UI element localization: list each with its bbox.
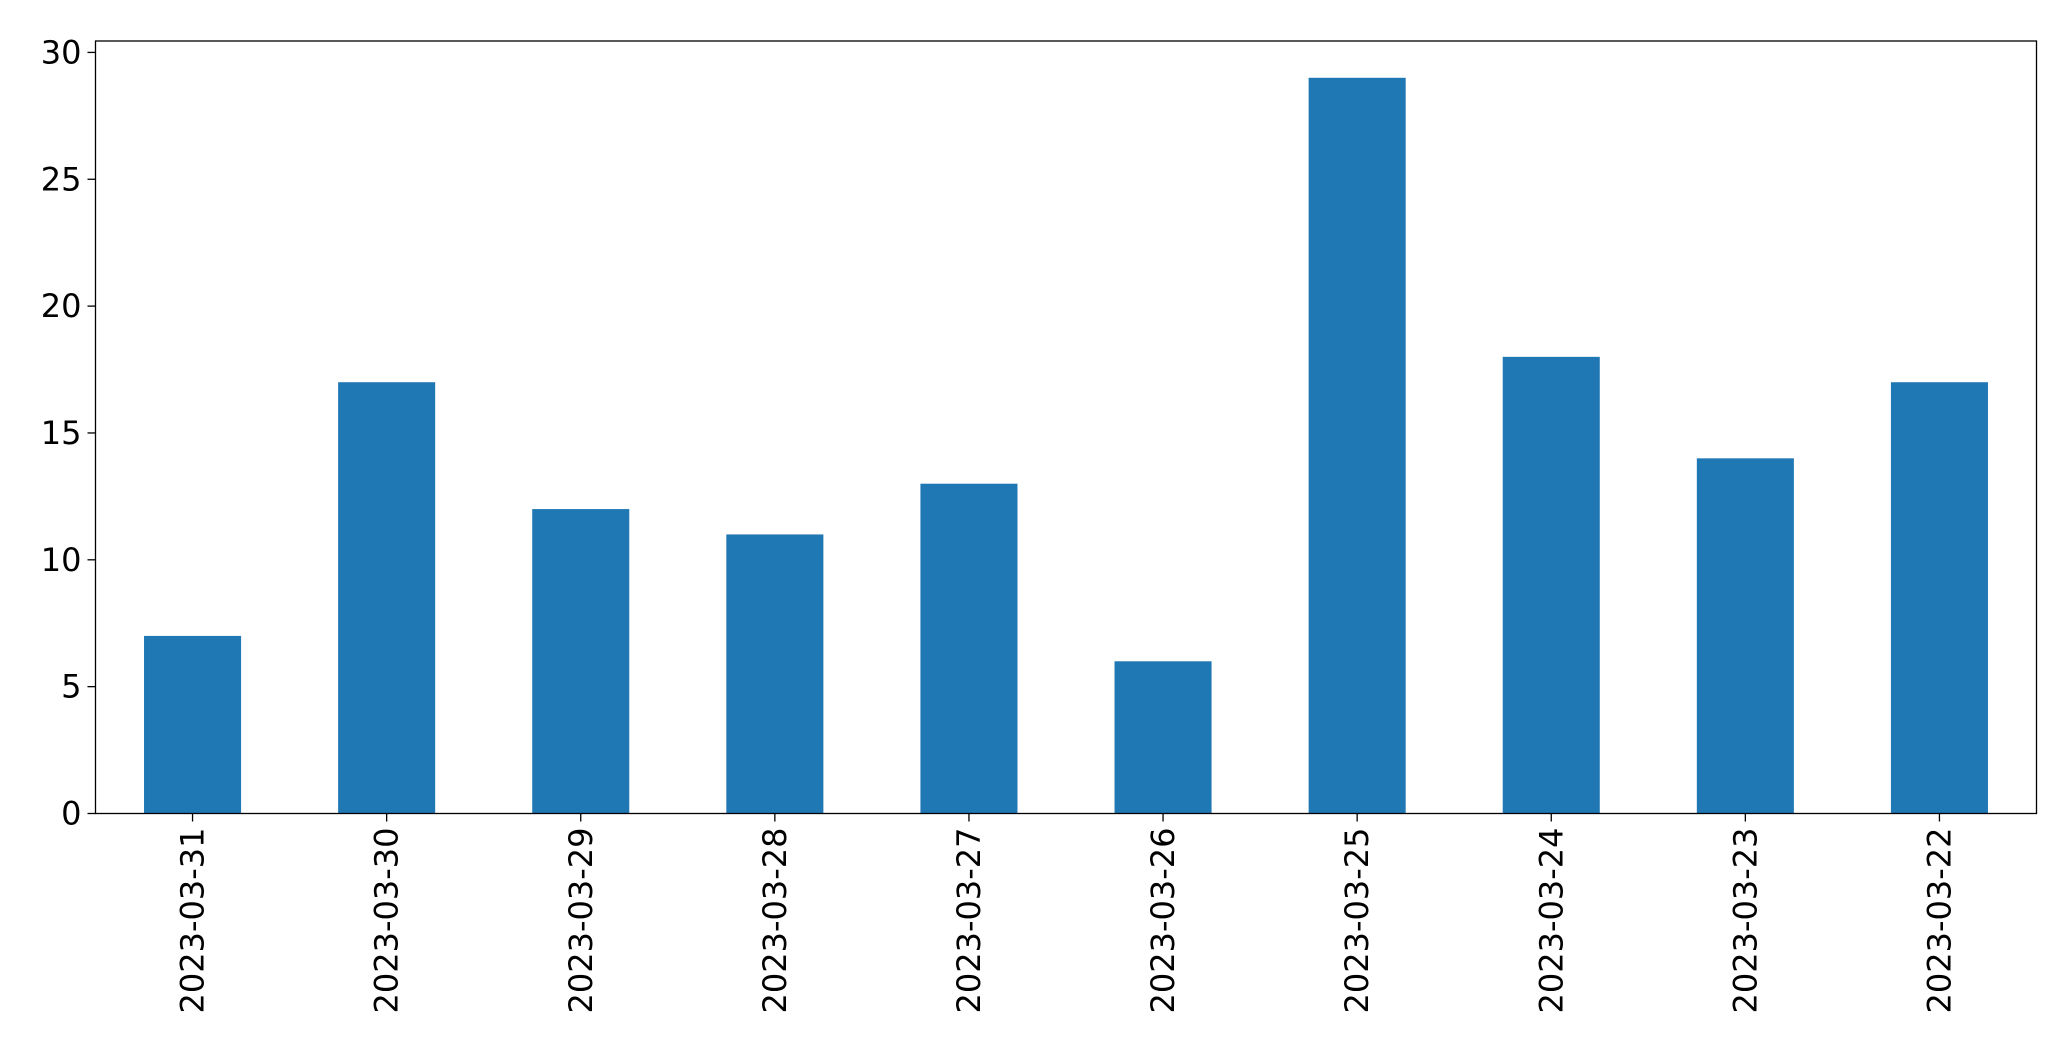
bar	[1114, 661, 1212, 814]
bar	[338, 382, 436, 814]
x-tick-label: 2023-03-27	[950, 828, 988, 1014]
x-tick-label: 2023-03-24	[1532, 828, 1570, 1014]
bar	[726, 534, 824, 814]
x-tick-label: 2023-03-28	[756, 828, 794, 1014]
x-tick-label: 2023-03-31	[174, 828, 212, 1014]
y-tick-label: 0	[61, 795, 81, 833]
x-tick-label: 2023-03-26	[1144, 828, 1182, 1014]
y-tick-label: 10	[41, 541, 82, 579]
x-tick-label: 2023-03-25	[1338, 828, 1376, 1014]
plot-frame	[94, 40, 2038, 815]
y-tick-label: 15	[41, 414, 82, 452]
bar	[1308, 77, 1406, 814]
y-tick-label: 25	[41, 160, 82, 198]
x-tick-label: 2023-03-22	[1920, 828, 1958, 1014]
bar	[920, 483, 1018, 814]
y-tick-label: 5	[61, 668, 81, 706]
x-tick-label: 2023-03-23	[1726, 828, 1764, 1014]
x-tick-label: 2023-03-30	[368, 828, 406, 1014]
bar	[1696, 458, 1794, 814]
x-tick-label: 2023-03-29	[562, 828, 600, 1014]
bar	[1502, 356, 1600, 814]
y-tick-label: 30	[41, 33, 82, 71]
bar	[144, 635, 242, 814]
bar	[532, 509, 630, 814]
bar	[1890, 382, 1988, 814]
y-tick-label: 20	[41, 287, 82, 325]
